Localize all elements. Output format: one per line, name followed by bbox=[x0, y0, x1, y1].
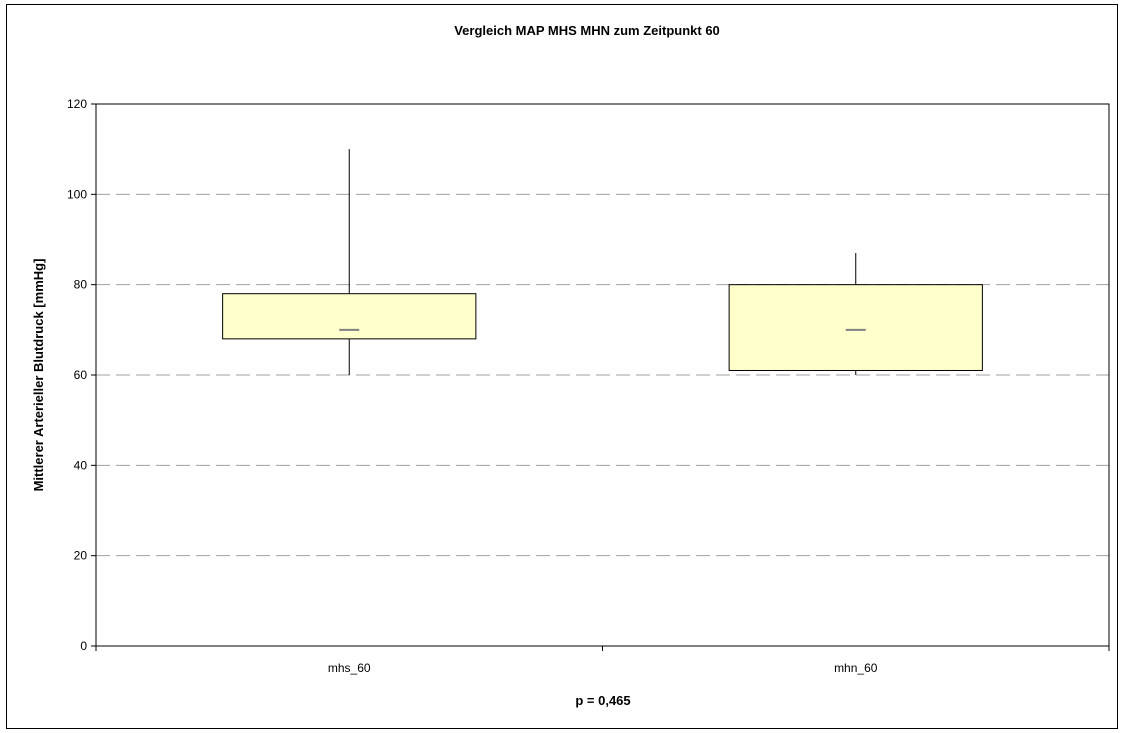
boxes bbox=[222, 149, 983, 375]
chart-title: Vergleich MAP MHS MHN zum Zeitpunkt 60 bbox=[454, 23, 720, 38]
box-body-mhs_60 bbox=[222, 293, 477, 340]
y-tick-label-80: 80 bbox=[74, 278, 88, 292]
y-axis-label: Mittlerer Arterieller Blutdruck [mmHg] bbox=[31, 259, 46, 492]
y-tick-label-20: 20 bbox=[74, 549, 88, 563]
x-tick-label-mhn_60: mhn_60 bbox=[834, 661, 878, 675]
gridlines bbox=[96, 193, 1109, 557]
y-tick-label-120: 120 bbox=[67, 97, 87, 111]
y-axis-ticks: 0 20 40 60 80 100 120 bbox=[67, 97, 96, 653]
y-tick-label-100: 100 bbox=[67, 187, 87, 201]
box-body-mhn_60 bbox=[728, 284, 983, 371]
x-tick-label-mhs_60: mhs_60 bbox=[328, 661, 371, 675]
p-value-note: p = 0,465 bbox=[575, 693, 630, 708]
y-tick-label-0: 0 bbox=[80, 639, 87, 653]
box-mhs_60 bbox=[222, 149, 477, 375]
y-tick-label-60: 60 bbox=[74, 368, 88, 382]
y-tick-label-40: 40 bbox=[74, 458, 88, 472]
box-mhn_60 bbox=[728, 253, 983, 375]
x-axis-ticks: mhs_60 mhn_60 bbox=[95, 646, 1110, 675]
